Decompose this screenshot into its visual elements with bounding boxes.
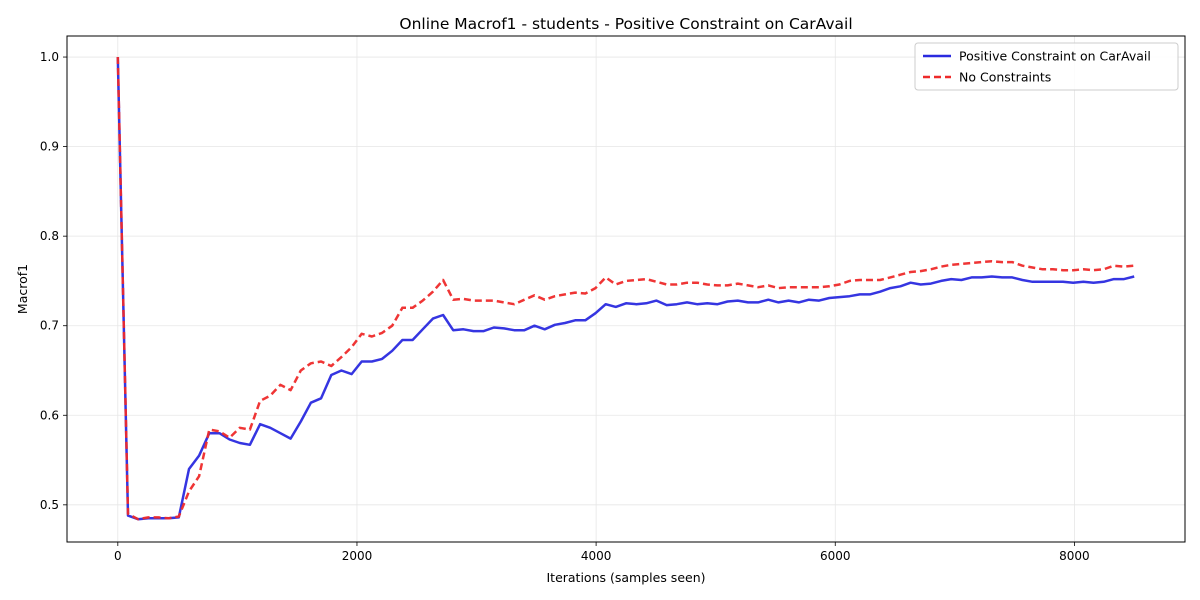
- x-tick-label: 4000: [581, 549, 612, 563]
- series-line-2: [116, 56, 1135, 521]
- x-axis-ticks: 0 2000 4000 6000 8000: [114, 542, 1090, 563]
- legend-label-1: Positive Constraint on CarAvail: [959, 49, 1151, 64]
- x-tick-label: 2000: [342, 549, 373, 563]
- y-tick-label: 0.6: [40, 408, 59, 422]
- y-tick-label: 0.7: [40, 319, 59, 333]
- y-axis-label: Macrof1: [15, 264, 30, 314]
- grid-lines: [67, 36, 1185, 542]
- plot-frame: [66, 35, 1186, 543]
- chart-title: Online Macrof1 - students - Positive Con…: [399, 15, 852, 33]
- y-tick-label: 0.8: [40, 229, 59, 243]
- legend-label-2: No Constraints: [959, 70, 1051, 85]
- y-tick-label: 1.0: [40, 50, 59, 64]
- y-tick-label: 0.5: [40, 498, 59, 512]
- y-tick-label: 0.9: [40, 140, 59, 154]
- legend-box: [914, 42, 1179, 91]
- series-group: [116, 56, 1135, 521]
- x-tick-label: 6000: [820, 549, 851, 563]
- x-tick-label: 8000: [1059, 549, 1090, 563]
- x-axis-label: Iterations (samples seen): [546, 570, 705, 585]
- y-axis-ticks: 0.5 0.6 0.7 0.8 0.9 1.0: [40, 50, 67, 512]
- series-line-1: [116, 56, 1135, 521]
- x-tick-label: 0: [114, 549, 122, 563]
- legend: Positive Constraint on CarAvail No Constr…: [914, 42, 1179, 91]
